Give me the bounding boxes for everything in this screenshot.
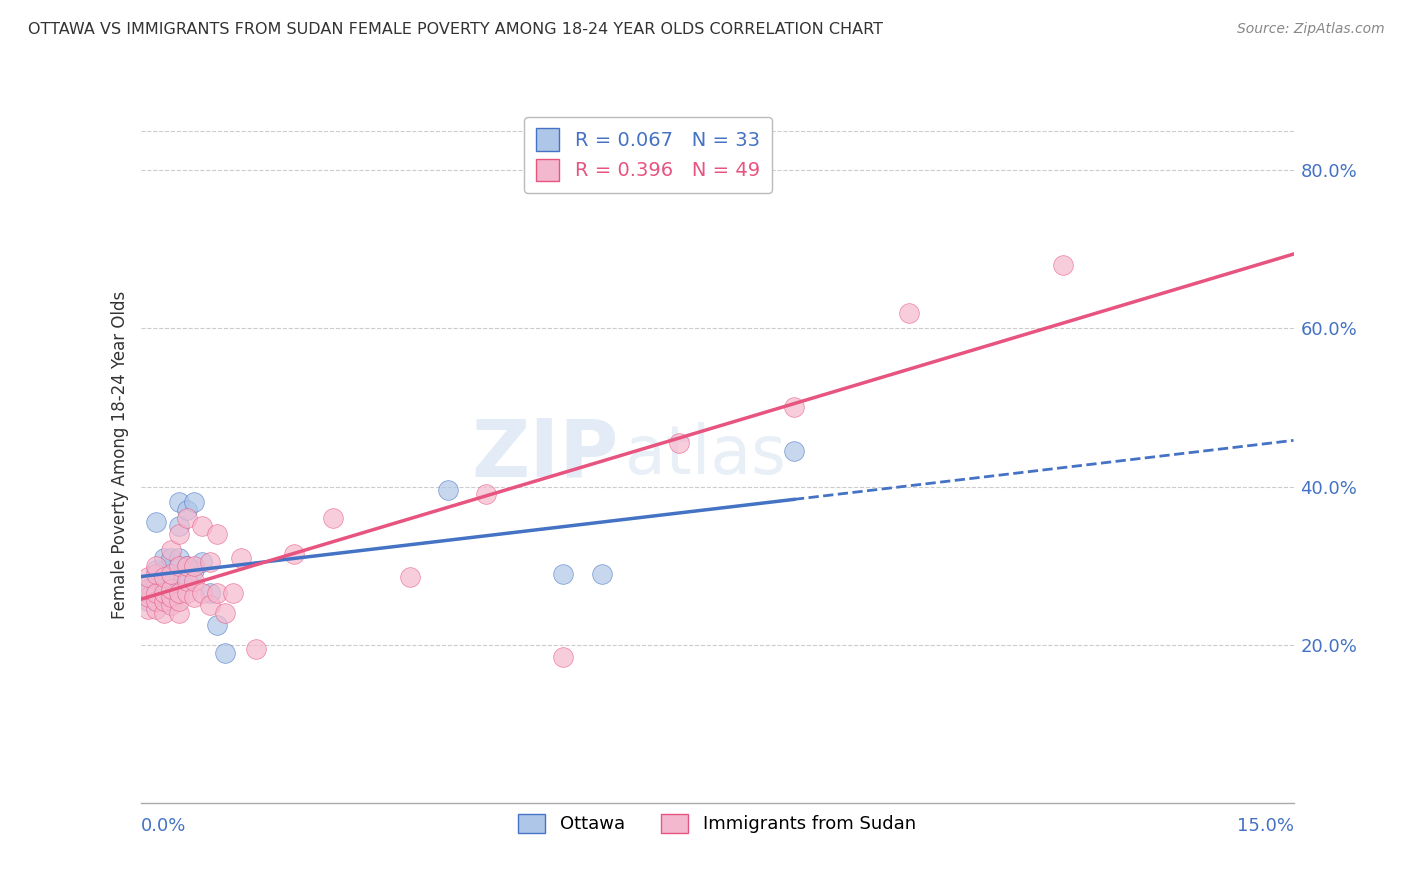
Point xyxy=(198,555,221,569)
Point xyxy=(167,495,190,509)
Point xyxy=(152,574,174,589)
Point xyxy=(176,574,198,589)
Point xyxy=(136,591,159,605)
Point xyxy=(145,563,167,577)
Point xyxy=(183,563,205,577)
Point xyxy=(191,555,214,569)
Point xyxy=(198,598,221,612)
Point xyxy=(167,527,190,541)
Point xyxy=(214,606,236,620)
Point xyxy=(183,574,205,589)
Point xyxy=(145,594,167,608)
Point xyxy=(398,570,420,584)
Point xyxy=(136,578,159,592)
Point xyxy=(222,586,245,600)
Point xyxy=(145,558,167,573)
Text: 15.0%: 15.0% xyxy=(1236,817,1294,835)
Point xyxy=(160,598,183,612)
Point xyxy=(167,558,190,573)
Point xyxy=(152,582,174,597)
Y-axis label: Female Poverty Among 18-24 Year Olds: Female Poverty Among 18-24 Year Olds xyxy=(111,291,129,619)
Point xyxy=(160,550,183,565)
Point xyxy=(152,594,174,608)
Point xyxy=(136,570,159,584)
Point xyxy=(160,582,183,597)
Text: atlas: atlas xyxy=(624,422,786,488)
Point xyxy=(198,586,221,600)
Point xyxy=(145,566,167,581)
Text: 0.0%: 0.0% xyxy=(141,817,186,835)
Point xyxy=(207,586,229,600)
Point xyxy=(898,305,921,319)
Point xyxy=(145,578,167,592)
Point xyxy=(152,594,174,608)
Point xyxy=(668,436,690,450)
Point xyxy=(167,606,190,620)
Point xyxy=(176,558,198,573)
Point xyxy=(207,618,229,632)
Point xyxy=(160,566,183,581)
Point xyxy=(167,586,190,600)
Point xyxy=(783,444,806,458)
Point xyxy=(214,646,236,660)
Point xyxy=(191,586,214,600)
Point xyxy=(152,563,174,577)
Point xyxy=(152,586,174,600)
Point xyxy=(136,586,159,600)
Text: ZIP: ZIP xyxy=(472,416,619,494)
Point xyxy=(176,503,198,517)
Point xyxy=(160,582,183,597)
Point xyxy=(191,519,214,533)
Point xyxy=(136,602,159,616)
Point xyxy=(145,594,167,608)
Point xyxy=(167,519,190,533)
Text: Source: ZipAtlas.com: Source: ZipAtlas.com xyxy=(1237,22,1385,37)
Point xyxy=(152,606,174,620)
Point xyxy=(145,515,167,529)
Point xyxy=(176,511,198,525)
Point xyxy=(176,586,198,600)
Point xyxy=(176,570,198,584)
Point xyxy=(437,483,460,498)
Point xyxy=(136,582,159,597)
Point xyxy=(136,594,159,608)
Point xyxy=(183,591,205,605)
Point xyxy=(591,566,613,581)
Point xyxy=(160,591,183,605)
Point xyxy=(553,566,575,581)
Legend: Ottawa, Immigrants from Sudan: Ottawa, Immigrants from Sudan xyxy=(509,805,925,842)
Point xyxy=(553,649,575,664)
Point xyxy=(475,487,498,501)
Point xyxy=(229,550,252,565)
Point xyxy=(1052,258,1074,272)
Point xyxy=(245,641,267,656)
Point xyxy=(167,594,190,608)
Point xyxy=(160,594,183,608)
Point xyxy=(322,511,344,525)
Point xyxy=(160,542,183,557)
Point xyxy=(183,495,205,509)
Point xyxy=(183,558,205,573)
Point xyxy=(160,566,183,581)
Point xyxy=(145,586,167,600)
Point xyxy=(176,558,198,573)
Point xyxy=(207,527,229,541)
Point xyxy=(145,602,167,616)
Point xyxy=(167,570,190,584)
Point xyxy=(152,550,174,565)
Point xyxy=(783,401,806,415)
Point xyxy=(152,570,174,584)
Point xyxy=(167,550,190,565)
Text: OTTAWA VS IMMIGRANTS FROM SUDAN FEMALE POVERTY AMONG 18-24 YEAR OLDS CORRELATION: OTTAWA VS IMMIGRANTS FROM SUDAN FEMALE P… xyxy=(28,22,883,37)
Point xyxy=(283,547,305,561)
